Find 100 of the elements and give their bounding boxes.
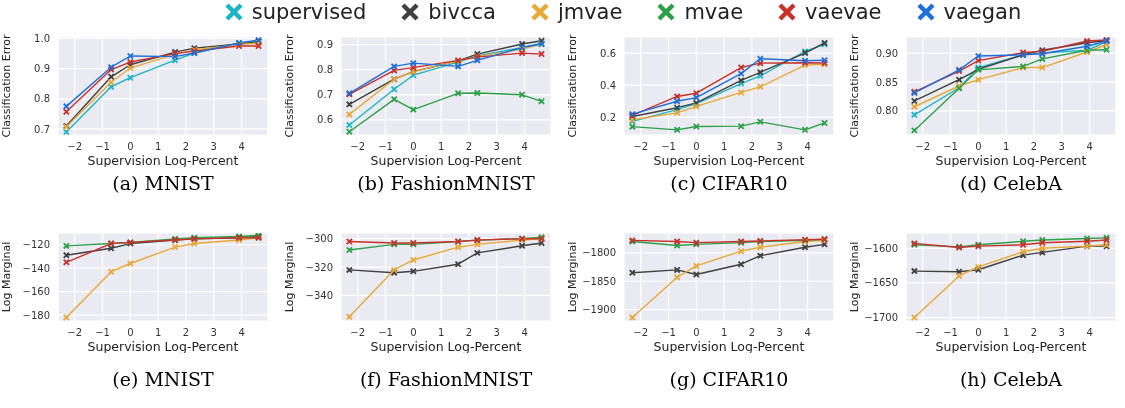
text: (d) CelebA: [959, 172, 1064, 194]
x-tick-label: −2: [633, 141, 649, 153]
x-tick-label: −1: [661, 327, 676, 339]
x-tick-label: 3: [493, 327, 500, 339]
y-tick-label: 0.85: [875, 76, 898, 88]
x-axis-title: Supervision Log-Percent: [87, 153, 239, 168]
x-tick-label: 0: [410, 141, 417, 153]
x-tick-label: 3: [776, 141, 783, 153]
x-tick-label: 2: [182, 141, 190, 153]
y-tick-label: 1.0: [34, 33, 50, 45]
x-tick-label: 4: [804, 327, 811, 339]
y-tick-label: 0.7: [317, 89, 333, 101]
x-tick-label: 4: [1086, 327, 1093, 339]
y-tick-label: 0.9: [34, 63, 50, 75]
x-axis-title: Supervision Log-Percent: [653, 153, 805, 168]
x-tick-label: 2: [748, 141, 756, 153]
text: (e) MNIST: [111, 368, 215, 390]
x-tick-label: 4: [521, 141, 528, 153]
x-tick-label: 4: [1086, 141, 1093, 153]
x-tick-label: 4: [238, 327, 245, 339]
x-tick-label: 3: [776, 327, 783, 339]
y-axis-title: Log Marginal: [847, 241, 861, 313]
y-tick-label: 0.2: [600, 111, 616, 123]
y-tick-label: 0.9: [317, 39, 333, 51]
legend-label: vaegan: [943, 0, 1022, 24]
x-tick-label: 1: [154, 141, 162, 153]
x-tick-label: −2: [67, 141, 83, 153]
x-tick-label: −1: [378, 327, 393, 339]
y-tick-label: −180: [22, 309, 50, 321]
y-axis-title: Classification Error: [282, 33, 296, 138]
x-tick-label: 1: [1002, 327, 1010, 339]
legend-label: vaevae: [805, 0, 882, 24]
x-tick-label: 0: [975, 141, 982, 153]
text: (h) CelebA: [958, 368, 1064, 390]
x-tick-label: −2: [67, 327, 83, 339]
y-tick-label: −320: [305, 261, 333, 273]
x-tick-label: 0: [693, 141, 700, 153]
x-tick-label: 3: [493, 141, 500, 153]
x-tick-label: 1: [720, 327, 728, 339]
x-tick-label: 2: [465, 141, 473, 153]
x-tick-label: −1: [943, 141, 958, 153]
y-tick-label: −140: [22, 262, 50, 274]
text: (c) CIFAR10: [669, 172, 789, 194]
x-tick-label: 1: [154, 327, 162, 339]
x-tick-label: −2: [915, 327, 931, 339]
y-tick-label: 0.7: [34, 123, 50, 135]
x-axis-title: Supervision Log-Percent: [87, 339, 239, 354]
y-tick-label: −1900: [582, 304, 616, 316]
x-tick-label: −2: [915, 141, 931, 153]
x-axis-title: Supervision Log-Percent: [935, 153, 1087, 168]
y-axis-title: Log Marginal: [565, 241, 579, 313]
y-tick-label: −1600: [864, 242, 898, 254]
text: (g) CIFAR10: [668, 368, 790, 390]
y-tick-label: −160: [22, 286, 50, 298]
text: (f) FashionMNIST: [358, 368, 534, 390]
x-tick-label: 4: [238, 141, 245, 153]
x-tick-label: −1: [378, 141, 393, 153]
x-tick-label: 0: [410, 327, 417, 339]
x-axis-title: Supervision Log-Percent: [370, 339, 522, 354]
x-tick-label: −2: [350, 141, 366, 153]
legend-label: supervised: [251, 0, 367, 24]
x-tick-label: −1: [95, 327, 110, 339]
x-tick-label: 1: [437, 327, 445, 339]
x-tick-label: −2: [633, 327, 649, 339]
y-tick-label: −300: [305, 233, 333, 245]
text: (b) FashionMNIST: [356, 172, 536, 194]
y-tick-label: 0.80: [875, 105, 898, 117]
y-tick-label: 0.6: [317, 114, 333, 126]
x-tick-label: 1: [1002, 141, 1010, 153]
y-tick-label: −1700: [864, 312, 898, 324]
legend-label: mvae: [684, 0, 744, 24]
y-tick-label: −1800: [582, 247, 616, 259]
x-tick-label: 1: [720, 141, 728, 153]
y-tick-label: 0.8: [34, 93, 50, 105]
y-tick-label: −120: [22, 239, 50, 251]
y-tick-label: 0.90: [875, 47, 898, 59]
y-axis-title: Classification Error: [847, 33, 861, 138]
y-tick-label: 0.4: [600, 79, 616, 91]
y-axis-title: Classification Error: [565, 33, 579, 138]
x-axis-title: Supervision Log-Percent: [653, 339, 805, 354]
x-tick-label: −1: [943, 327, 958, 339]
x-tick-label: 2: [748, 327, 756, 339]
legend-label: jmvae: [557, 0, 623, 24]
x-tick-label: 2: [1030, 141, 1038, 153]
y-tick-label: −1850: [582, 275, 616, 287]
x-tick-label: 3: [1058, 327, 1065, 339]
x-tick-label: 0: [127, 327, 134, 339]
x-tick-label: 0: [975, 327, 982, 339]
x-tick-label: 3: [1058, 141, 1065, 153]
y-axis-title: Log Marginal: [0, 241, 13, 313]
y-tick-label: 0.8: [317, 64, 333, 76]
x-tick-label: 0: [127, 141, 134, 153]
x-tick-label: −2: [350, 327, 366, 339]
x-tick-label: 3: [210, 141, 217, 153]
x-tick-label: −1: [661, 141, 676, 153]
x-tick-label: 1: [437, 141, 445, 153]
x-axis-title: Supervision Log-Percent: [370, 153, 522, 168]
x-tick-label: 2: [182, 327, 190, 339]
y-tick-label: 0.6: [600, 47, 616, 59]
x-tick-label: 0: [693, 327, 700, 339]
